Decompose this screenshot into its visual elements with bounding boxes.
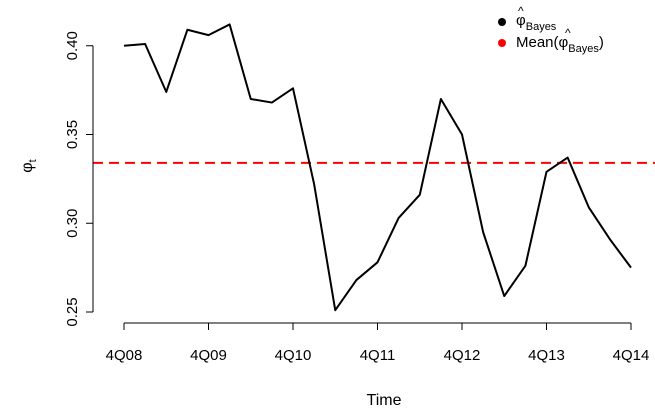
y-tick-label: 0.30: [64, 209, 81, 238]
legend-marker-mean-bayes: [498, 39, 506, 47]
legend-hat-mean-bayes: ^: [565, 26, 571, 40]
y-tick-label: 0.35: [64, 120, 81, 149]
x-axis: 4Q08 4Q09 4Q10 4Q11 4Q12 4Q13 4Q14: [106, 323, 650, 364]
y-axis-title-subscript: t: [27, 159, 39, 162]
x-tick-label: 4Q12: [444, 347, 481, 364]
legend-label-mean-sub: Bayes: [568, 43, 599, 55]
y-axis: 0.25 0.30 0.35 0.40: [64, 31, 93, 326]
legend: φBayes ^ Mean(φBayes) ^: [498, 4, 604, 55]
y-axis-title: φt: [19, 159, 39, 172]
legend-marker-bayes: [498, 18, 506, 26]
x-tick-label: 4Q10: [275, 347, 312, 364]
x-tick-label: 4Q09: [190, 347, 227, 364]
x-tick-label: 4Q14: [613, 347, 650, 364]
legend-hat-bayes: ^: [518, 4, 524, 18]
series-line-phi-bayes: [124, 24, 631, 310]
x-tick-label: 4Q08: [106, 347, 143, 364]
legend-label-mean-prefix: Mean(: [516, 34, 559, 51]
legend-label-bayes-sub: Bayes: [526, 21, 557, 33]
x-axis-title: Time: [367, 392, 402, 409]
legend-label-mean-suffix: ): [599, 34, 604, 51]
y-tick-label: 0.25: [64, 297, 81, 326]
y-axis-title-base: φ: [19, 162, 36, 172]
y-tick-label: 0.40: [64, 31, 81, 60]
series-layer: [124, 24, 631, 310]
legend-label-mean-bayes: Mean(φBayes): [516, 34, 604, 55]
x-tick-label: 4Q13: [528, 347, 565, 364]
x-tick-label: 4Q11: [360, 347, 396, 364]
